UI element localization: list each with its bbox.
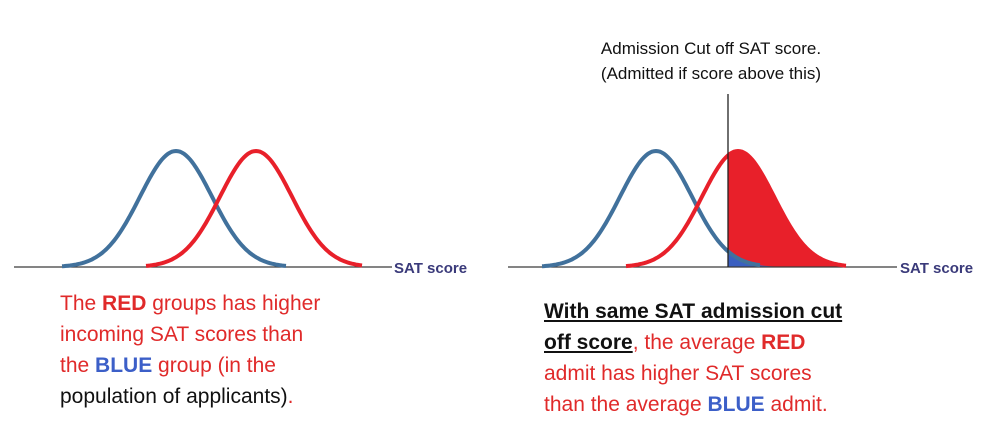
right-caption-line1: With same SAT admission cut [544, 300, 843, 323]
left-blue-curve [61, 148, 287, 269]
right-caption-line2: off score, the average RED [544, 331, 806, 354]
right-red-curve [625, 148, 847, 269]
red-keyword: RED [761, 331, 806, 354]
blue-keyword: BLUE [95, 354, 153, 377]
right-blue-curve [541, 148, 761, 269]
left-caption-line4: population of applicants). [60, 385, 294, 408]
cutoff-annotation: Admission Cut off SAT score. (Admitted i… [566, 36, 856, 86]
left-axis-label: SAT score [394, 260, 467, 277]
right-axis-label: SAT score [900, 260, 973, 277]
admitted-red-area [728, 151, 844, 267]
left-panel: SAT score [14, 148, 467, 277]
red-keyword: RED [102, 292, 147, 315]
left-caption-line2: incoming SAT scores than [60, 323, 304, 346]
left-caption: The RED groups has higher incoming SAT s… [60, 288, 390, 412]
admitted-blue-area [728, 251, 780, 267]
left-red-curve [145, 148, 363, 268]
left-caption-line3: the BLUE group (in the [60, 354, 276, 377]
blue-keyword: BLUE [707, 393, 765, 416]
cutoff-annotation-line2: (Admitted if score above this) [600, 64, 822, 83]
right-panel: SAT score [508, 94, 973, 277]
right-caption-line4: than the average BLUE admit. [544, 393, 828, 416]
left-caption-line1: The RED groups has higher [60, 292, 321, 315]
right-caption: With same SAT admission cut off score, t… [544, 296, 904, 420]
cutoff-annotation-line1: Admission Cut off SAT score. [600, 39, 822, 58]
right-caption-line3: admit has higher SAT scores [544, 362, 812, 385]
